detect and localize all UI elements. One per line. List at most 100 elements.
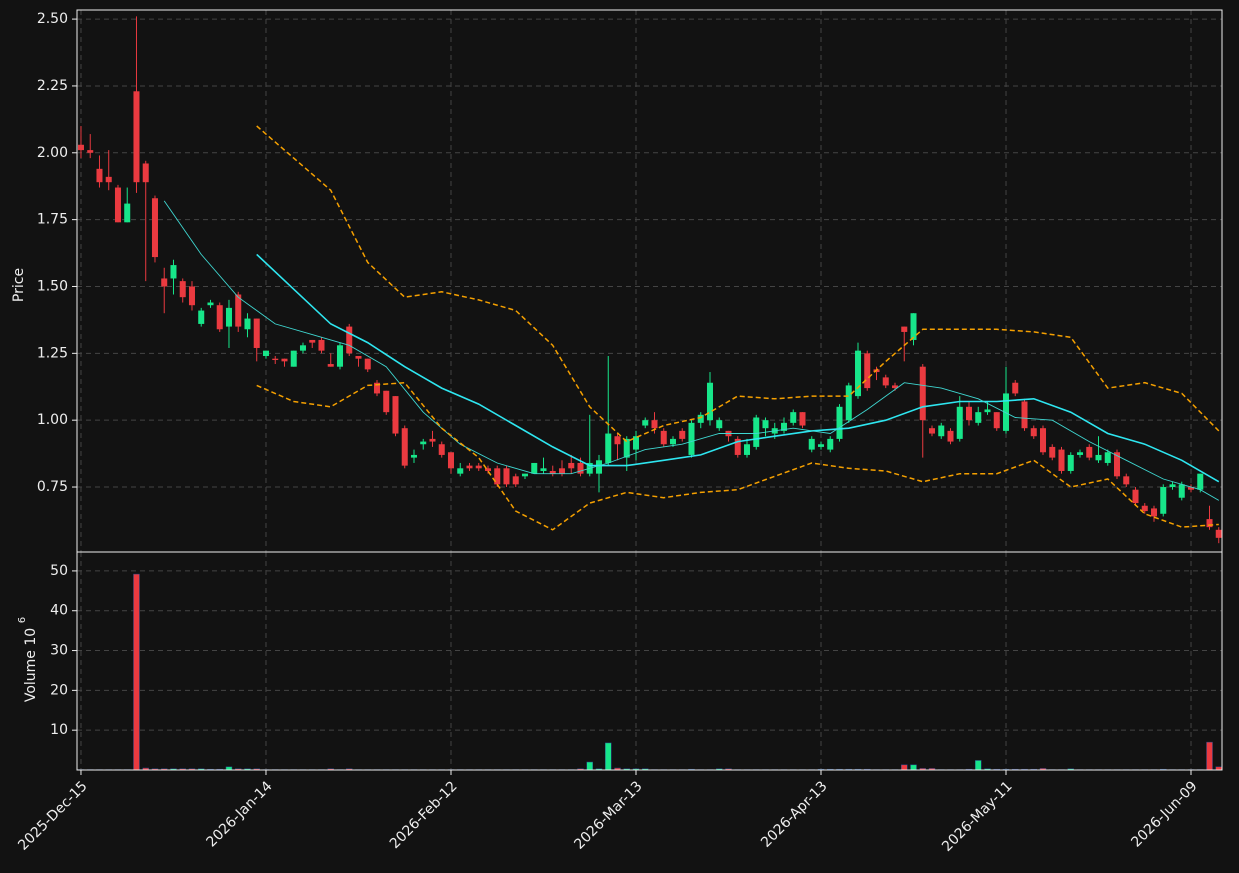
candle-body <box>105 176 112 183</box>
y-tick-label: 20 <box>50 682 68 698</box>
indicator-line <box>163 200 1220 501</box>
candle-body <box>993 412 1000 429</box>
candle-body <box>558 468 565 474</box>
candle-body <box>577 462 584 474</box>
candle-body <box>817 444 825 447</box>
candle-body <box>216 305 223 330</box>
candle-body <box>697 414 704 423</box>
candle-body <box>1002 393 1010 431</box>
candle-body <box>410 454 417 458</box>
candle-body <box>521 473 528 477</box>
candle-body <box>457 468 464 474</box>
candle-body <box>984 409 991 413</box>
y-tick-label: 30 <box>50 643 68 659</box>
candle-body <box>910 313 917 340</box>
candle-body <box>901 326 908 332</box>
candle-body <box>854 350 862 397</box>
candle-body <box>1021 401 1028 429</box>
candle-body <box>706 382 714 421</box>
y-tick-label: 1.25 <box>37 345 68 361</box>
candle-body <box>198 310 205 324</box>
candle-body <box>133 91 140 183</box>
candle-body <box>96 168 103 183</box>
candle-body <box>161 278 168 287</box>
candle-body <box>614 436 621 445</box>
candle-body <box>429 438 436 442</box>
candle-body <box>494 468 501 485</box>
candle-body <box>512 476 519 485</box>
candle-body <box>947 430 954 442</box>
candle-body <box>151 198 158 258</box>
candle-body <box>882 377 889 386</box>
candle-body <box>1104 452 1111 463</box>
candle-body <box>632 436 640 450</box>
y-tick-label: 2.00 <box>37 145 68 161</box>
candle-body <box>1114 452 1121 477</box>
y-tick-label: 50 <box>50 563 68 579</box>
candle-body <box>272 358 279 361</box>
candle-body <box>549 470 556 474</box>
volume-axis-label: Volume 10 <box>23 628 39 702</box>
candle-body <box>595 460 602 474</box>
candle-body <box>531 462 538 474</box>
candle-body <box>484 468 491 471</box>
indicator-line <box>256 125 1220 443</box>
candle-body <box>651 420 658 429</box>
candle-body <box>1169 484 1176 488</box>
candle-body <box>734 438 741 455</box>
y-tick-label: 10 <box>50 722 68 738</box>
candle-body <box>77 144 84 151</box>
candle-body <box>1049 446 1056 458</box>
candle-body <box>688 422 695 455</box>
candle-body <box>1077 452 1084 455</box>
volume-bar <box>604 742 612 771</box>
candle-body <box>540 468 547 471</box>
y-tick-label: 1.00 <box>37 412 68 428</box>
candle-body <box>290 350 297 367</box>
candle-body <box>660 430 667 445</box>
candle-body <box>318 339 325 351</box>
candle-body <box>938 425 945 437</box>
candle-body <box>864 353 871 389</box>
candle-body <box>142 163 149 183</box>
candle-body <box>836 406 843 439</box>
candle-body <box>87 150 94 153</box>
candle-body <box>1151 508 1158 517</box>
candle-body <box>1160 487 1167 514</box>
candle-body <box>225 307 232 327</box>
candle-body <box>762 420 769 429</box>
candle-body <box>170 265 177 279</box>
candle-body <box>235 294 242 327</box>
candle-body <box>975 412 982 423</box>
candle-body <box>1132 489 1139 504</box>
candle-body <box>1086 446 1093 458</box>
candle-body <box>965 406 973 421</box>
volume-bar <box>586 761 593 771</box>
candle-body <box>1178 484 1185 498</box>
candle-body <box>605 433 612 463</box>
candle-body <box>716 420 723 429</box>
candle-body <box>124 203 131 223</box>
candle-body <box>207 302 214 306</box>
candle-body <box>919 366 926 421</box>
y-tick-label: 40 <box>50 603 68 619</box>
candle-body <box>669 438 677 445</box>
y-tick-label: 2.25 <box>37 78 68 94</box>
candle-body <box>790 412 797 423</box>
candle-body <box>1206 519 1213 528</box>
candle-body <box>928 428 936 434</box>
volume-bar <box>133 573 140 771</box>
candle-body <box>956 406 963 439</box>
y-tick-label: 1.75 <box>37 212 68 228</box>
volume-bar <box>900 764 908 771</box>
candle-body <box>1188 487 1195 490</box>
candle-body <box>188 286 195 306</box>
candle-body <box>327 364 334 367</box>
candle-body <box>355 356 362 359</box>
candle-body <box>1197 473 1204 490</box>
candle-body <box>623 438 630 458</box>
candle-body <box>808 438 815 450</box>
candle-body <box>253 318 260 348</box>
candle-body <box>299 345 306 351</box>
